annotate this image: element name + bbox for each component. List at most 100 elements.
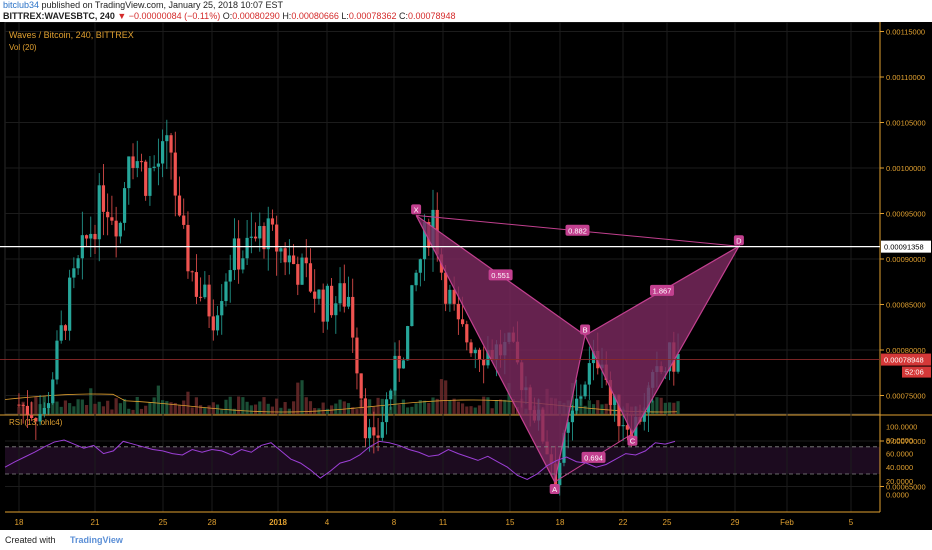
candle-body xyxy=(393,355,397,391)
volume-bar xyxy=(507,383,511,414)
rsi-tick-label: 0.0000 xyxy=(886,490,909,499)
high-value: 0.00080666 xyxy=(291,11,339,21)
candle-body xyxy=(59,325,63,341)
volume-bar xyxy=(342,401,346,414)
candle-body xyxy=(308,263,313,292)
candle-body xyxy=(224,281,228,302)
candle-body xyxy=(587,363,591,385)
volume-bar xyxy=(380,398,384,414)
volume-bar xyxy=(579,397,583,414)
volume-bar xyxy=(245,401,249,414)
author-link[interactable]: bitclub34 xyxy=(3,0,40,10)
volume-bar xyxy=(651,400,655,414)
volume-bar xyxy=(655,397,659,414)
volume-bar xyxy=(139,408,144,414)
candle-body xyxy=(566,422,570,433)
volume-bar xyxy=(482,396,486,414)
pattern-ratio-label: 0.882 xyxy=(568,226,587,235)
volume-bar xyxy=(427,402,431,414)
volume-bar xyxy=(258,401,262,414)
candle-body xyxy=(266,218,270,250)
volume-bar xyxy=(410,406,414,414)
volume-bar xyxy=(232,408,237,414)
candle-body xyxy=(410,285,414,327)
candle-body xyxy=(173,152,177,196)
candle-body xyxy=(118,222,122,237)
volume-bar xyxy=(173,402,177,414)
volume-bar xyxy=(406,407,410,414)
volume-bar xyxy=(291,401,296,414)
volume-bar xyxy=(486,397,490,414)
pattern-ratio-box xyxy=(649,284,674,296)
candle-body xyxy=(55,340,59,380)
candle-body xyxy=(338,283,342,304)
x-tick-label: 4 xyxy=(325,518,330,527)
pattern-point-marker xyxy=(549,483,560,494)
candle-body xyxy=(203,284,207,298)
volume-bar xyxy=(237,396,241,414)
candle-body xyxy=(215,315,220,331)
volume-bar xyxy=(469,406,473,414)
rsi-tick-label: 100.0000 xyxy=(886,422,917,431)
candle-body xyxy=(72,268,76,278)
rsi-line xyxy=(4,439,676,480)
volume-bar xyxy=(17,406,21,414)
volume-bar xyxy=(270,406,275,414)
created-with-label: Created with xyxy=(5,535,56,545)
pattern-point-label: D xyxy=(736,236,742,245)
volume-bar xyxy=(76,399,80,414)
pattern-point-marker xyxy=(627,435,638,446)
volume-bar xyxy=(659,397,663,414)
volume-bar xyxy=(494,400,498,414)
candle-body xyxy=(211,316,215,331)
candle-body xyxy=(253,236,258,239)
volume-bar xyxy=(583,405,587,414)
y-tick-label: 0.00080000 xyxy=(886,346,926,355)
volume-bar xyxy=(135,396,139,414)
volume-bar xyxy=(435,398,439,414)
candle-body xyxy=(207,284,211,317)
candle-body xyxy=(422,221,427,260)
x-tick-label: 8 xyxy=(392,518,397,527)
volume-bar xyxy=(127,408,131,414)
price-level-label: 0.00078948 xyxy=(884,356,924,365)
x-tick-label: 21 xyxy=(91,518,100,527)
candle-body xyxy=(591,350,596,364)
volume-bar xyxy=(249,405,253,414)
candle-body xyxy=(51,379,55,404)
candle-body xyxy=(220,301,224,316)
pattern-point-marker xyxy=(733,235,744,246)
candle-body xyxy=(148,168,152,196)
candle-body xyxy=(110,217,114,221)
candle-body xyxy=(389,390,393,400)
volume-bar xyxy=(448,400,452,414)
candle-body xyxy=(283,248,287,263)
candle-body xyxy=(46,403,51,408)
open-label: O: xyxy=(222,11,233,21)
y-tick-label: 0.00095000 xyxy=(886,210,926,219)
volume-bar xyxy=(148,402,152,414)
candle-body xyxy=(169,135,173,153)
volume-bar xyxy=(106,400,110,414)
volume-bar xyxy=(414,403,418,414)
volume-bar xyxy=(190,407,194,414)
candle-body xyxy=(397,355,401,369)
rsi-tick-label: 20.0000 xyxy=(886,477,913,486)
volume-bar xyxy=(215,404,220,414)
volume-bar xyxy=(330,405,334,414)
candle-body xyxy=(448,289,452,304)
volume-bar xyxy=(203,407,207,414)
ohlc-line: BITTREX:WAVESBTC, 240 ▼ −0.00000084 (−0.… xyxy=(3,11,456,22)
volume-bar xyxy=(418,400,422,414)
candle-body xyxy=(38,414,42,422)
candle-body xyxy=(245,237,249,259)
candle-body xyxy=(156,163,160,167)
tradingview-logo[interactable]: TradingView xyxy=(70,535,123,545)
candle-body xyxy=(199,296,203,298)
volume-bar xyxy=(63,400,68,414)
volume-bar xyxy=(596,400,600,414)
volume-bar xyxy=(177,404,182,414)
pattern-point-label: A xyxy=(552,485,557,494)
close-label: C: xyxy=(398,11,408,21)
